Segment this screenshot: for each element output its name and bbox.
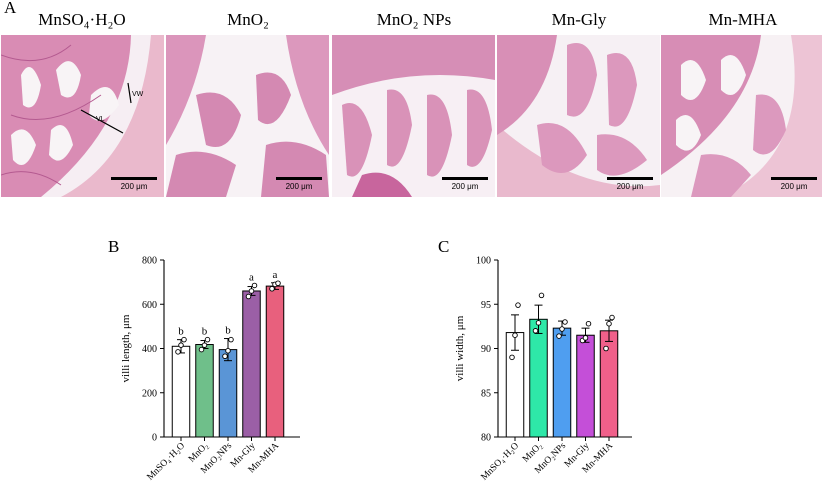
data-point bbox=[585, 320, 592, 327]
y-tick-label: 95 bbox=[481, 300, 491, 311]
data-point bbox=[245, 293, 252, 300]
micrograph-mno2: 200 μm bbox=[166, 35, 329, 197]
significance-letter: a bbox=[249, 271, 254, 283]
data-point bbox=[222, 353, 228, 359]
vl-annotation: VL bbox=[96, 116, 105, 123]
scale-bar: 200 μm bbox=[276, 177, 322, 191]
data-point bbox=[181, 336, 187, 343]
data-point bbox=[225, 347, 231, 354]
bar bbox=[242, 290, 261, 438]
data-point bbox=[603, 345, 609, 352]
bar bbox=[599, 330, 619, 438]
bar bbox=[265, 285, 285, 438]
villi-length-chart: B 0 200 400 600 800 villi length, μm b MnSO₄·H₂O… bbox=[108, 237, 300, 483]
scale-bar: 200 μm bbox=[771, 177, 817, 191]
data-point bbox=[538, 292, 545, 299]
bar bbox=[218, 349, 238, 438]
data-point bbox=[562, 319, 568, 325]
data-point bbox=[512, 332, 518, 338]
data-point bbox=[582, 335, 589, 341]
data-point bbox=[178, 342, 184, 348]
scale-bar: 200 μm bbox=[607, 177, 653, 191]
micrograph-mn-mha: 200 μm bbox=[661, 35, 822, 197]
data-point bbox=[532, 328, 539, 334]
micrograph-mnso4: VL VW 200 μm bbox=[1, 35, 164, 197]
x-tick-label: MnSO₄·H₂O bbox=[146, 441, 188, 483]
y-tick-label: 800 bbox=[142, 256, 157, 267]
data-point bbox=[556, 333, 562, 339]
data-point bbox=[535, 320, 542, 326]
y-tick-label: 600 bbox=[142, 300, 157, 311]
data-point bbox=[509, 354, 515, 361]
vw-annotation: VW bbox=[132, 91, 144, 98]
y-axis-label: villi length, μm bbox=[120, 314, 132, 382]
y-tick-label: 200 bbox=[142, 388, 157, 399]
data-point bbox=[204, 336, 211, 343]
micro-title-4: Mn-Gly bbox=[551, 10, 607, 29]
significance-letter: b bbox=[202, 326, 208, 338]
data-point bbox=[228, 336, 234, 343]
data-point bbox=[269, 286, 275, 292]
bar bbox=[576, 334, 595, 438]
data-point bbox=[606, 320, 612, 327]
panel-letter: C bbox=[438, 237, 449, 256]
bar bbox=[529, 318, 548, 438]
y-tick-label: 400 bbox=[142, 344, 157, 355]
bar bbox=[195, 344, 214, 438]
data-point bbox=[198, 346, 205, 353]
micrograph-mn-gly: 200 μm bbox=[497, 35, 660, 197]
y-tick-label: 90 bbox=[481, 344, 491, 355]
micro-title-3: MnO₂ NPs bbox=[376, 10, 452, 29]
micrograph-mno2-nps: 200 μm bbox=[332, 35, 495, 197]
data-point bbox=[251, 282, 258, 289]
data-point bbox=[201, 342, 208, 348]
bar bbox=[552, 327, 572, 438]
bar bbox=[171, 345, 191, 438]
data-point bbox=[175, 349, 181, 355]
data-point bbox=[609, 314, 615, 321]
significance-letter: b bbox=[225, 325, 231, 337]
panel-a-letter: A bbox=[4, 0, 17, 17]
scale-bar: 200 μm bbox=[442, 177, 488, 191]
y-tick-label: 0 bbox=[152, 433, 157, 444]
micro-title-2: MnO₂ bbox=[227, 10, 269, 29]
x-tick-label: MnSO₄·H₂O bbox=[480, 441, 522, 483]
y-axis-label: villi width, μm bbox=[454, 315, 466, 381]
micro-title-5: Mn-MHA bbox=[708, 10, 778, 29]
panel-letter: B bbox=[108, 237, 119, 256]
significance-letter: b bbox=[178, 326, 184, 338]
data-point bbox=[515, 302, 521, 308]
y-tick-label: 85 bbox=[481, 388, 491, 399]
data-point bbox=[275, 280, 281, 286]
data-point bbox=[248, 288, 255, 294]
y-tick-label: 80 bbox=[481, 433, 491, 444]
y-tick-label: 100 bbox=[476, 256, 491, 267]
data-point bbox=[559, 326, 565, 332]
significance-letter: a bbox=[273, 269, 278, 281]
micro-title-1: MnSO₄·H₂O bbox=[38, 10, 126, 29]
scale-bar: 200 μm bbox=[111, 177, 157, 191]
